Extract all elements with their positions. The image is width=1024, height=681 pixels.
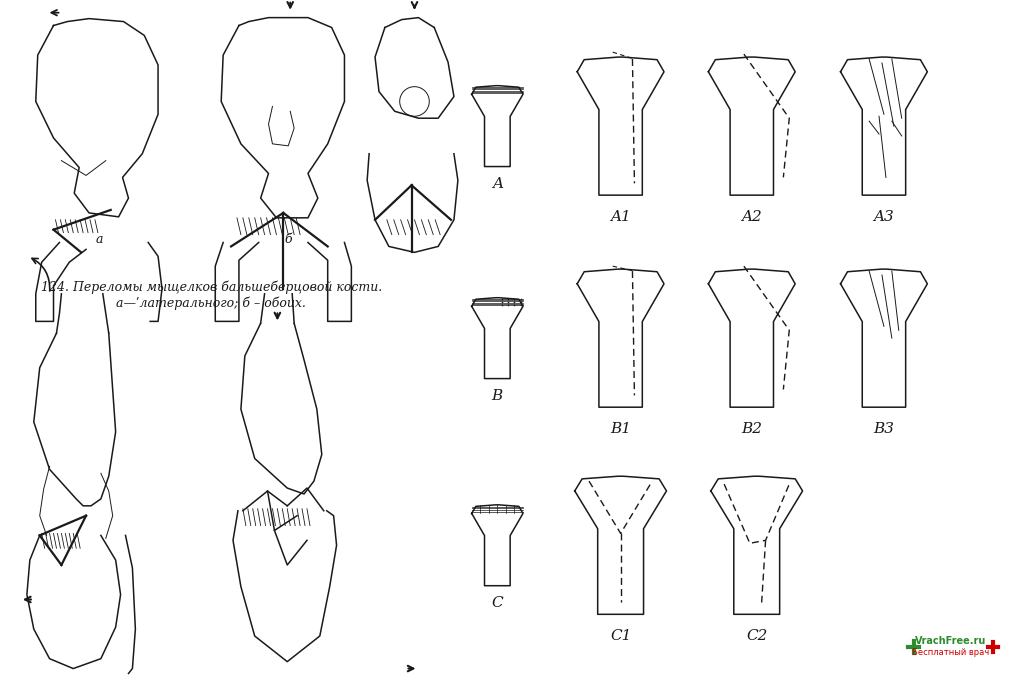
Text: C: C xyxy=(492,597,503,610)
Text: Бесплатный врач: Бесплатный врач xyxy=(912,648,989,657)
Text: A1: A1 xyxy=(610,210,631,224)
Text: B1: B1 xyxy=(610,422,631,436)
Text: B: B xyxy=(492,390,503,403)
Text: а: а xyxy=(95,233,102,246)
Text: B2: B2 xyxy=(741,422,762,436)
Text: 124. Переломы мыщелков бальшеберцовой кости.: 124. Переломы мыщелков бальшеберцовой ко… xyxy=(41,280,382,294)
Text: C2: C2 xyxy=(746,629,767,643)
Text: а—ʹлатерального; б – обоих.: а—ʹлатерального; б – обоих. xyxy=(117,297,306,311)
Text: A2: A2 xyxy=(741,210,762,224)
Text: A3: A3 xyxy=(873,210,894,224)
Text: C1: C1 xyxy=(610,629,632,643)
Text: б: б xyxy=(285,233,292,246)
Text: A: A xyxy=(492,177,503,191)
Text: B3: B3 xyxy=(873,422,894,436)
Text: VrachFree.ru: VrachFree.ru xyxy=(915,636,987,646)
